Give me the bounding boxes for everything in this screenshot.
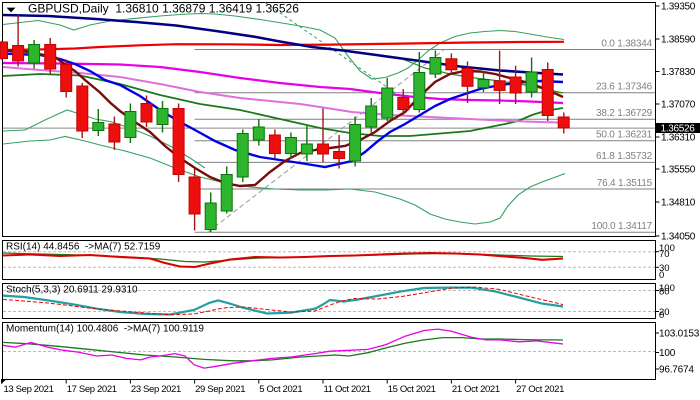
svg-text:15 Oct 2021: 15 Oct 2021 (388, 384, 436, 395)
svg-text:20: 20 (659, 307, 670, 318)
svg-text:61.8 1.35732: 61.8 1.35732 (596, 151, 653, 162)
svg-text:1.39350: 1.39350 (661, 2, 696, 13)
svg-text:96.7674: 96.7674 (659, 365, 694, 376)
svg-text:29 Sep 2021: 29 Sep 2021 (195, 384, 245, 395)
svg-text:0.0 1.38344: 0.0 1.38344 (601, 38, 652, 49)
svg-text:50.0 1.36231: 50.0 1.36231 (596, 130, 653, 141)
svg-text:RSI(14) 44.8456 ->MA(7) 52.71: RSI(14) 44.8456 ->MA(7) 52.7159 (6, 242, 161, 253)
svg-text:1.36526: 1.36526 (661, 124, 696, 135)
svg-text:76.4 1.35115: 76.4 1.35115 (597, 178, 653, 189)
svg-text:13 Sep 2021: 13 Sep 2021 (4, 384, 54, 395)
svg-text:11 Oct 2021: 11 Oct 2021 (324, 384, 371, 395)
svg-text:1.38590: 1.38590 (661, 35, 696, 46)
svg-text:100: 100 (659, 243, 675, 254)
svg-text:1.35550: 1.35550 (661, 165, 696, 176)
svg-text:70: 70 (659, 249, 670, 260)
svg-text:5 Oct 2021: 5 Oct 2021 (259, 384, 302, 395)
svg-text:38.2 1.36729: 38.2 1.36729 (596, 108, 653, 119)
svg-text:1.37070: 1.37070 (661, 100, 696, 111)
svg-text:21 Oct 2021: 21 Oct 2021 (452, 384, 500, 395)
svg-text:1.34810: 1.34810 (661, 198, 696, 209)
svg-text:0: 0 (659, 270, 664, 281)
svg-text:100: 100 (659, 283, 675, 294)
svg-text:Momentum(14) 100.4806 ->MA(7): Momentum(14) 100.4806 ->MA(7) 100.9119 (6, 324, 204, 335)
svg-text:23 Sep 2021: 23 Sep 2021 (131, 384, 181, 395)
svg-text:80: 80 (659, 287, 670, 298)
svg-text:100.0 1.34117: 100.0 1.34117 (591, 221, 652, 232)
svg-text:17 Sep 2021: 17 Sep 2021 (67, 384, 117, 395)
svg-text:GBPUSD,Daily 1.36810 1.36879: GBPUSD,Daily 1.36810 1.36879 1.36419 1.3… (28, 2, 299, 16)
svg-text:103.0153: 103.0153 (659, 329, 700, 340)
svg-text:23.6 1.37346: 23.6 1.37346 (596, 82, 653, 93)
svg-text:1.37830: 1.37830 (661, 67, 696, 78)
svg-text:Stoch(5,3,3) 20.6911 29.9310: Stoch(5,3,3) 20.6911 29.9310 (6, 285, 138, 296)
svg-text:100: 100 (659, 348, 676, 359)
svg-text:0: 0 (659, 310, 664, 321)
svg-text:30: 30 (659, 263, 670, 274)
svg-text:1.36310: 1.36310 (661, 133, 696, 144)
svg-text:27 Oct 2021: 27 Oct 2021 (516, 384, 564, 395)
svg-text:1.34050: 1.34050 (661, 232, 696, 243)
